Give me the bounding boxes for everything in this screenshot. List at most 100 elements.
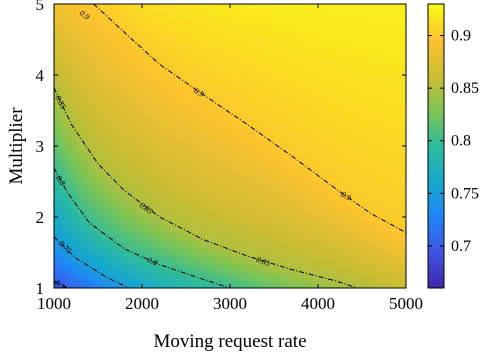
- heatmap-cell: [254, 51, 263, 61]
- heatmap-cell: [54, 256, 63, 266]
- heatmap-cell: [150, 90, 159, 100]
- heatmap-cell: [334, 19, 343, 29]
- heatmap-cell: [318, 217, 327, 226]
- heatmap-cell: [286, 280, 295, 288]
- heatmap-cell: [398, 130, 406, 139]
- heatmap-cell: [118, 138, 127, 147]
- heatmap-cell: [174, 264, 183, 274]
- heatmap-cell: [262, 82, 271, 92]
- heatmap-cell: [54, 153, 55, 163]
- heatmap-cell: [222, 153, 231, 163]
- heatmap-cell: [150, 217, 159, 226]
- heatmap-cell: [326, 27, 335, 37]
- heatmap-cell: [294, 185, 303, 195]
- heatmap-cell: [198, 98, 207, 108]
- heatmap-cell: [358, 138, 367, 147]
- heatmap-cell: [398, 177, 406, 187]
- heatmap-cell: [342, 264, 351, 274]
- heatmap-cell: [342, 90, 351, 100]
- heatmap-cell: [54, 82, 55, 92]
- heatmap-cell: [278, 59, 287, 68]
- heatmap-cell: [110, 59, 119, 68]
- heatmap-cell: [78, 4, 87, 13]
- heatmap-cell: [54, 82, 63, 92]
- heatmap-cell: [334, 193, 343, 203]
- heatmap-cell: [54, 272, 55, 281]
- heatmap-cell: [302, 122, 311, 132]
- heatmap-cell: [262, 27, 271, 37]
- heatmap-cell: [142, 122, 151, 132]
- heatmap-cell: [398, 90, 406, 100]
- heatmap-cell: [166, 185, 175, 195]
- heatmap-cell: [70, 177, 79, 187]
- heatmap-cell: [198, 138, 207, 147]
- heatmap-cell: [158, 169, 167, 179]
- heatmap-cell: [318, 98, 327, 108]
- heatmap-cell: [302, 193, 311, 203]
- heatmap-cell: [158, 4, 167, 13]
- heatmap-cell: [70, 27, 79, 37]
- heatmap-cell: [374, 161, 383, 171]
- heatmap-cell: [110, 106, 119, 116]
- heatmap-cell: [62, 248, 71, 258]
- heatmap-cell: [358, 4, 367, 13]
- heatmap-cell: [206, 11, 215, 21]
- heatmap-cell: [262, 280, 271, 288]
- heatmap-cell: [358, 67, 367, 76]
- heatmap-cell: [94, 35, 103, 45]
- heatmap-cell: [318, 19, 327, 29]
- heatmap-cell: [174, 256, 183, 266]
- heatmap-cell: [254, 67, 263, 76]
- heatmap-cell: [222, 146, 231, 155]
- heatmap-cell: [270, 43, 279, 53]
- heatmap-cell: [102, 280, 111, 288]
- heatmap-cell: [262, 185, 271, 195]
- heatmap-cell: [310, 130, 319, 139]
- heatmap-cell: [78, 35, 87, 45]
- heatmap-cell: [382, 67, 391, 76]
- heatmap-cell: [310, 114, 319, 124]
- heatmap-cell: [118, 264, 127, 274]
- heatmap-cell: [102, 224, 111, 234]
- heatmap-cell: [206, 153, 215, 163]
- heatmap-cell: [230, 232, 239, 242]
- heatmap-cell: [246, 51, 255, 61]
- heatmap-cell: [358, 35, 367, 45]
- heatmap-cell: [326, 240, 335, 250]
- heatmap-cell: [230, 67, 239, 76]
- heatmap-cell: [334, 59, 343, 68]
- heatmap-cell: [94, 106, 103, 116]
- heatmap-cell: [310, 256, 319, 266]
- heatmap-cell: [94, 114, 103, 124]
- heatmap-cell: [110, 224, 119, 234]
- heatmap-cell: [126, 256, 135, 266]
- heatmap-cell: [366, 217, 375, 226]
- heatmap-cell: [310, 75, 319, 84]
- heatmap-cell: [254, 130, 263, 139]
- heatmap-cell: [158, 153, 167, 163]
- heatmap-cell: [382, 169, 391, 179]
- heatmap-cell: [270, 75, 279, 84]
- heatmap-cell: [166, 27, 175, 37]
- heatmap-cell: [182, 114, 191, 124]
- heatmap-cell: [246, 201, 255, 210]
- heatmap-cell: [318, 114, 327, 124]
- heatmap-cell: [286, 272, 295, 281]
- heatmap-cell: [174, 161, 183, 171]
- heatmap-cell: [382, 130, 391, 139]
- colorbar: 0.70.750.80.850.9: [427, 3, 479, 289]
- heatmap-cell: [174, 248, 183, 258]
- heatmap-cell: [118, 256, 127, 266]
- heatmap-cell: [62, 114, 71, 124]
- heatmap-cell: [126, 75, 135, 84]
- heatmap-cell: [326, 11, 335, 21]
- heatmap-cell: [166, 11, 175, 21]
- heatmap-cell: [374, 27, 383, 37]
- heatmap-cell: [326, 185, 335, 195]
- heatmap-cell: [54, 106, 63, 116]
- heatmap-cell: [54, 201, 63, 210]
- heatmap-cell: [342, 114, 351, 124]
- heatmap-cell: [406, 272, 415, 281]
- heatmap-cell: [190, 138, 199, 147]
- heatmap-cell: [318, 90, 327, 100]
